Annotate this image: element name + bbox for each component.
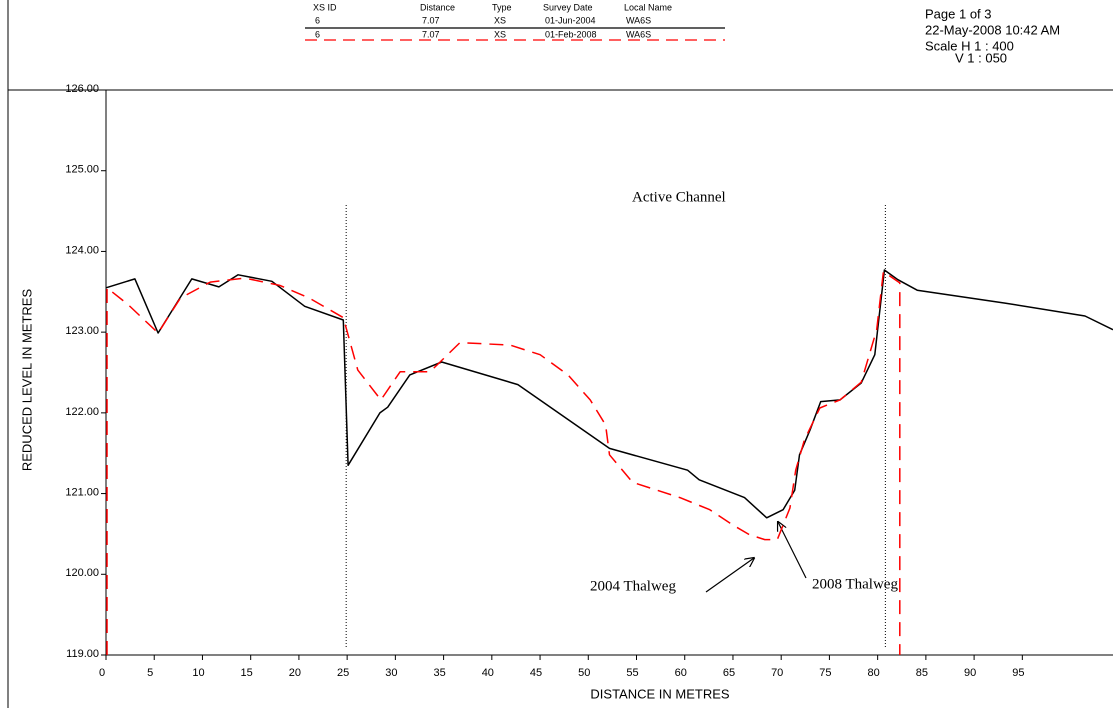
- scale-h: Scale H 1 : 400: [925, 38, 1014, 53]
- y-tick-label: 125.00: [65, 164, 99, 176]
- x-tick-label: 95: [1012, 667, 1024, 679]
- y-tick-label: 124.00: [65, 244, 99, 256]
- y-tick-label: 119.00: [66, 648, 99, 660]
- y-tick-label: 126.00: [65, 83, 99, 95]
- header-cell: XS: [494, 29, 506, 39]
- header-cell: 7.07: [422, 15, 440, 25]
- x-tick-label: 90: [964, 667, 976, 679]
- header-column: Type: [492, 2, 512, 12]
- x-tick-label: 80: [868, 667, 880, 679]
- header-column: Local Name: [624, 2, 672, 12]
- header-cell: 01-Feb-2008: [545, 29, 597, 39]
- header-cell: WA6S: [626, 29, 651, 39]
- x-axis-title: DISTANCE IN METRES: [590, 686, 729, 701]
- series-line: [105, 269, 1113, 519]
- header-column: Distance: [420, 2, 455, 12]
- scale-v: V 1 : 050: [955, 50, 1007, 65]
- arrow: [778, 522, 807, 579]
- header-column: XS ID: [313, 2, 337, 12]
- y-tick-label: 122.00: [65, 406, 99, 418]
- y-axis-title: REDUCED LEVEL IN METRES: [19, 289, 34, 472]
- annotation: 2008 Thalweg: [812, 576, 898, 592]
- x-tick-label: 45: [530, 667, 542, 679]
- x-tick-label: 85: [916, 667, 928, 679]
- x-tick-label: 40: [482, 667, 494, 679]
- header-cell: WA6S: [626, 15, 651, 25]
- page-number: Page 1 of 3: [925, 6, 992, 21]
- y-tick-label: 123.00: [65, 325, 99, 337]
- x-tick-label: 20: [289, 667, 301, 679]
- x-tick-label: 25: [337, 667, 349, 679]
- header-cell: 6: [315, 15, 320, 25]
- x-tick-label: 50: [578, 667, 590, 679]
- x-tick-label: 15: [241, 667, 253, 679]
- x-tick-label: 35: [433, 667, 445, 679]
- x-tick-label: 65: [723, 667, 735, 679]
- x-tick-label: 10: [192, 667, 204, 679]
- annotation: Active Channel: [632, 189, 726, 205]
- arrow: [705, 558, 754, 593]
- annotation: 2004 Thalweg: [590, 578, 676, 594]
- x-tick-label: 30: [385, 667, 397, 679]
- header-cell: 01-Jun-2004: [545, 15, 596, 25]
- y-tick-label: 121.00: [65, 486, 99, 498]
- header-column: Survey Date: [543, 2, 593, 12]
- header-cell: 7.07: [422, 29, 440, 39]
- x-tick-label: 5: [147, 667, 153, 679]
- header-cell: XS: [494, 15, 506, 25]
- x-tick-label: 70: [771, 667, 783, 679]
- print-date: 22-May-2008 10:42 AM: [925, 22, 1060, 37]
- x-tick-label: 75: [819, 667, 831, 679]
- x-tick-label: 55: [626, 667, 638, 679]
- header-cell: 6: [315, 29, 320, 39]
- series-line: [106, 270, 901, 655]
- y-tick-label: 120.00: [65, 567, 99, 579]
- x-tick-label: 60: [675, 667, 687, 679]
- x-tick-label: 0: [99, 667, 105, 679]
